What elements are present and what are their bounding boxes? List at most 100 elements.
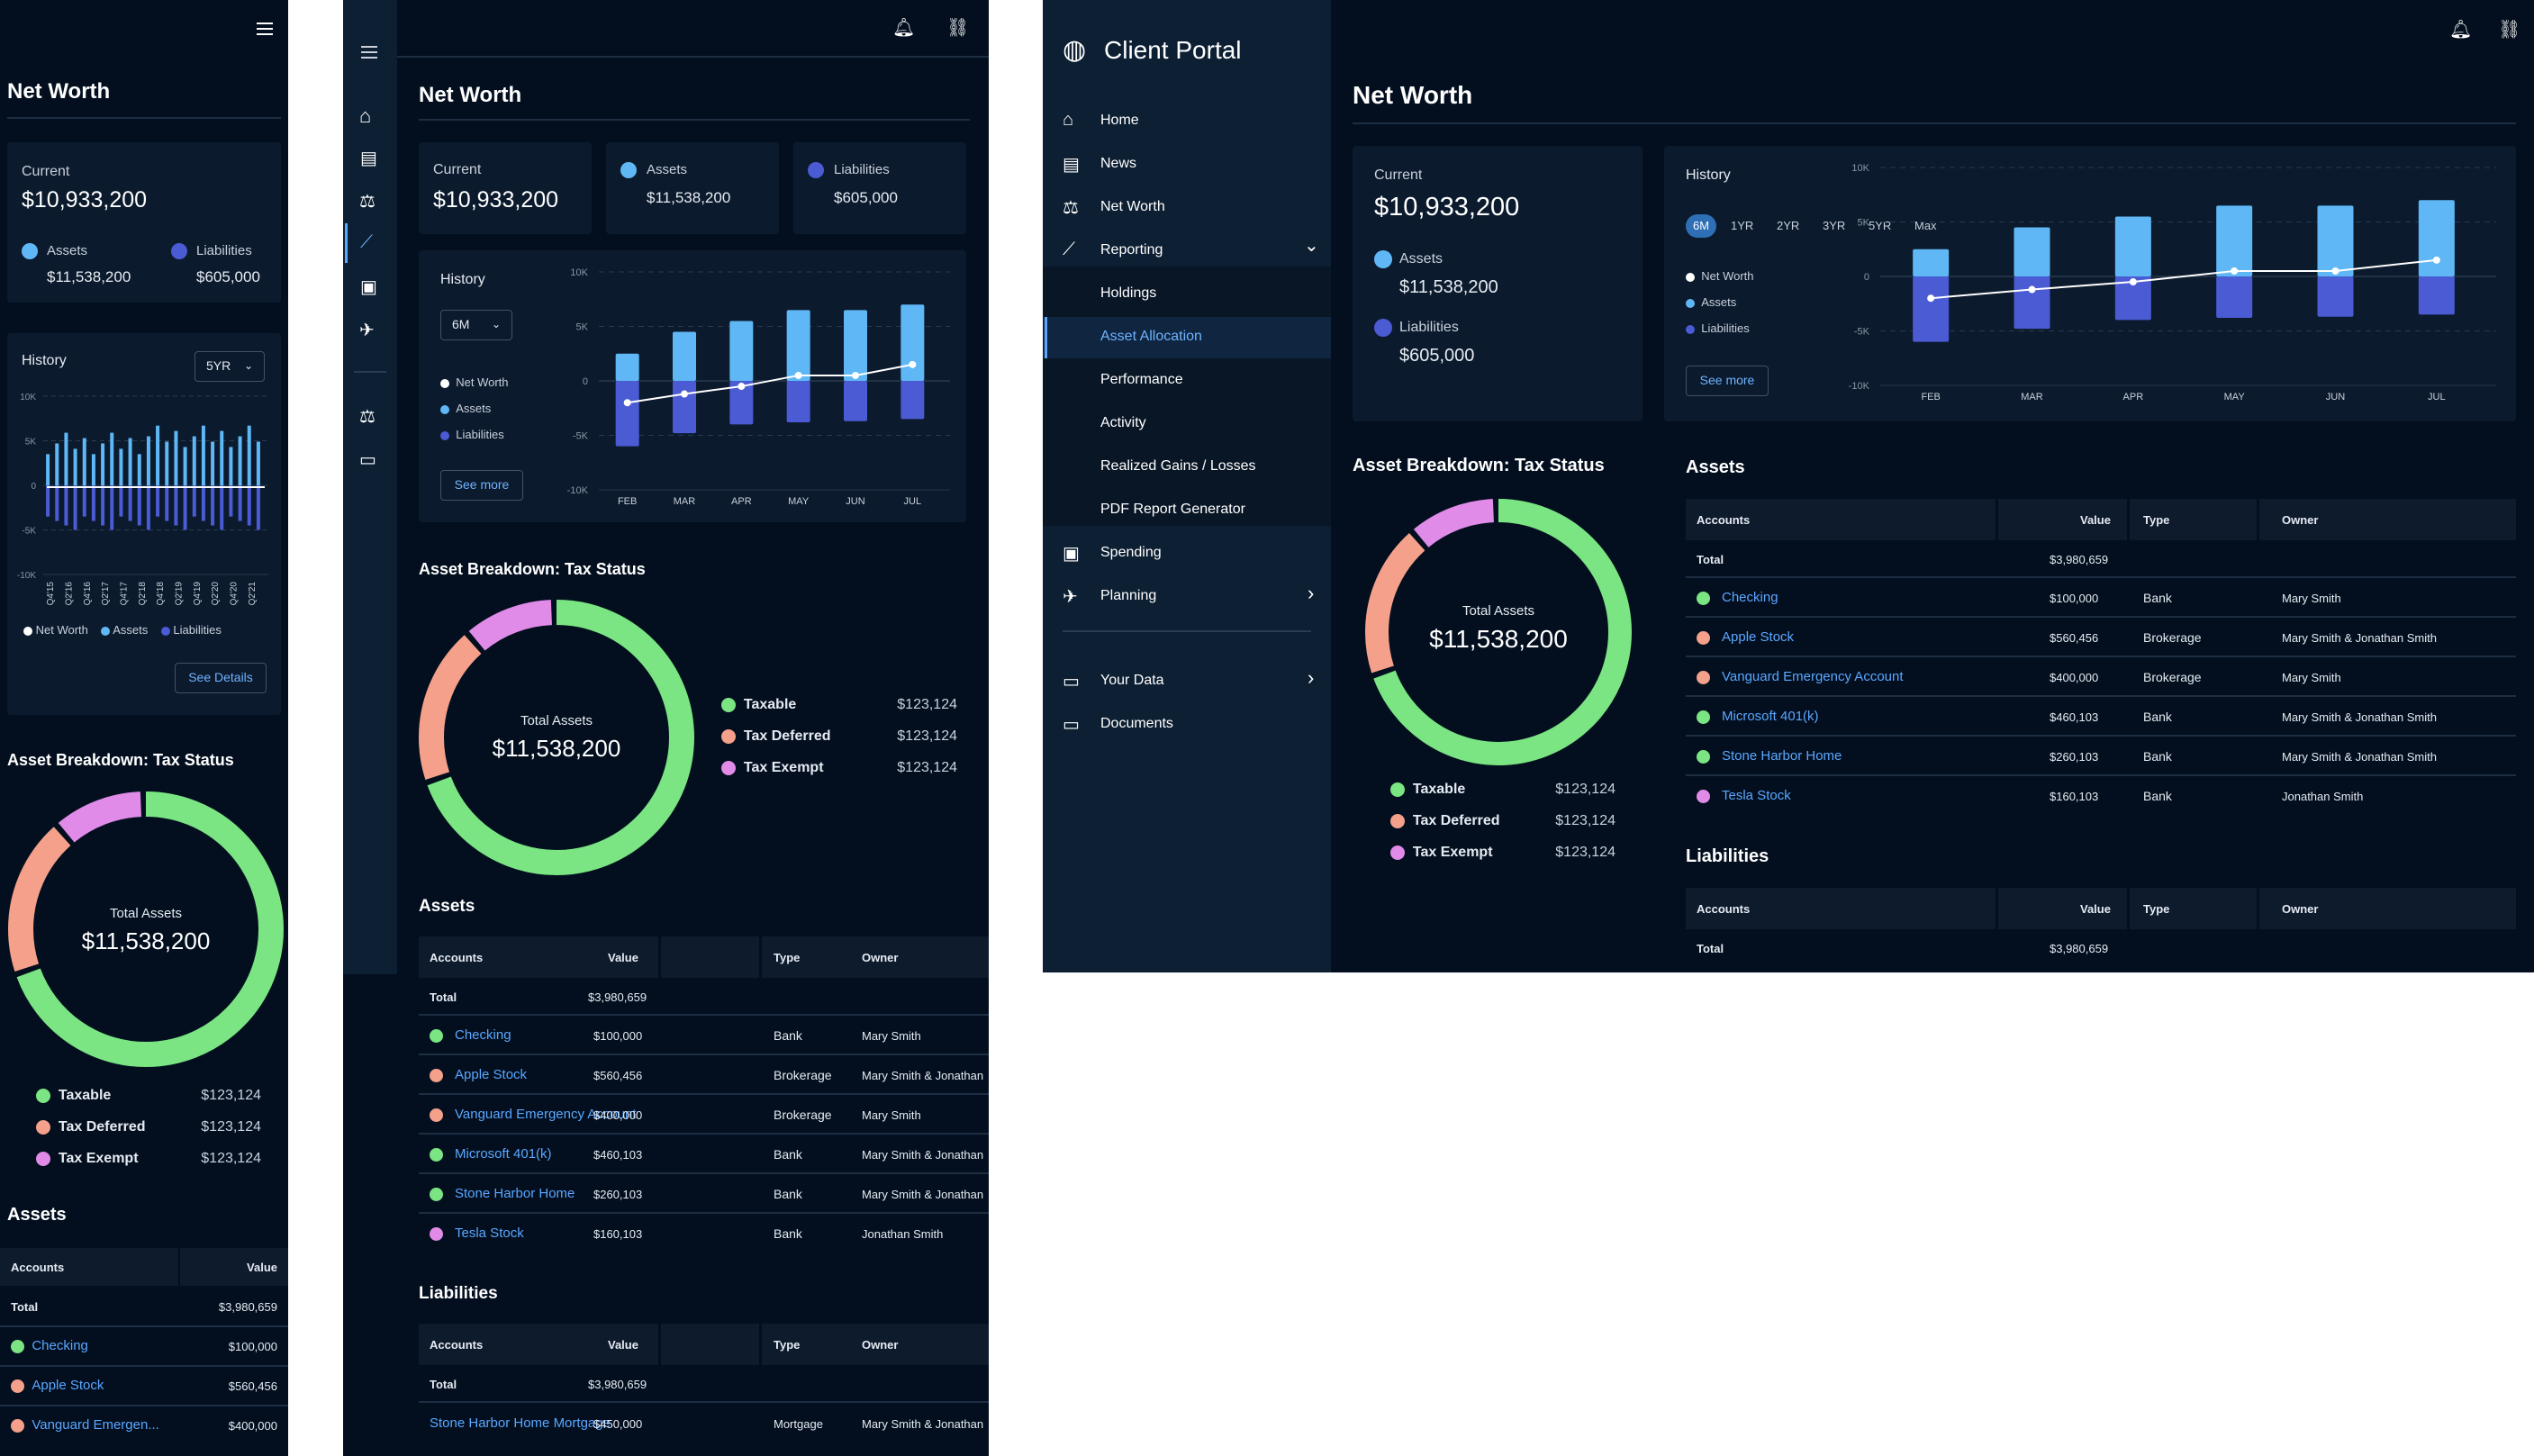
liability-bar bbox=[201, 485, 205, 521]
current-value: $10,933,200 bbox=[22, 187, 148, 213]
account-link[interactable]: Vanguard Emergency Account bbox=[1722, 669, 1904, 684]
account-link[interactable]: Checking bbox=[32, 1338, 88, 1353]
table-row[interactable]: Apple Stock $560,456 Brokerage Mary Smith &… bbox=[1686, 619, 2516, 656]
money-icon[interactable]: ▣ bbox=[360, 277, 377, 297]
tax-legend-value: $123,124 bbox=[201, 1088, 261, 1103]
liability-bar bbox=[2216, 276, 2253, 318]
table-row[interactable]: Apple Stock $560,456 bbox=[11, 1378, 277, 1393]
account-link[interactable]: Microsoft 401(k) bbox=[455, 1146, 552, 1162]
range-pill-3yr[interactable]: 3YR bbox=[1823, 219, 1846, 232]
table-row[interactable]: Checking $100,000 bbox=[11, 1338, 277, 1353]
sidebar-subitem[interactable]: Realized Gains / Losses bbox=[1043, 447, 1331, 488]
range-pill-1yr[interactable]: 1YR bbox=[1731, 219, 1754, 232]
bell-icon[interactable]: 🔔︎ bbox=[892, 18, 916, 38]
sidebar-item-news[interactable]: ▤ News bbox=[1043, 144, 1331, 185]
liability-bar bbox=[2317, 276, 2354, 317]
range-pill-6m[interactable]: 6M bbox=[1686, 214, 1717, 238]
see-details-button[interactable]: See Details bbox=[175, 663, 267, 693]
account-link[interactable]: Checking bbox=[455, 1027, 511, 1043]
table-row[interactable]: Tesla Stock $160,103 Bank Jonathan Smith bbox=[1686, 778, 2516, 814]
table-row[interactable]: Vanguard Emergency Account $400,000 Broker… bbox=[419, 1097, 989, 1133]
account-link[interactable]: Apple Stock bbox=[1722, 629, 1795, 645]
account-link[interactable]: Vanguard Emergency Account bbox=[455, 1107, 637, 1122]
scale-icon[interactable]: ⚖ bbox=[359, 407, 376, 427]
table-row[interactable]: Stone Harbor Home $260,103 Bank Mary Smith … bbox=[419, 1176, 989, 1212]
sidebar-item-documents[interactable]: ▭ Documents bbox=[1043, 704, 1331, 746]
sidebar-subitem[interactable]: Activity bbox=[1043, 403, 1331, 445]
range-select-value: 5YR bbox=[206, 358, 231, 373]
account-link[interactable]: Apple Stock bbox=[32, 1378, 104, 1393]
liability-bar bbox=[137, 485, 141, 526]
liability-bar bbox=[128, 485, 132, 521]
account-link[interactable]: Vanguard Emergen... bbox=[32, 1417, 159, 1433]
scale-icon[interactable]: ⚖ bbox=[359, 192, 376, 212]
table-row[interactable]: Checking $100,000 Bank Mary Smith bbox=[419, 1017, 989, 1054]
page-title: Net Worth bbox=[1353, 81, 1473, 109]
table-row[interactable]: Stone Harbor Home $260,103 Bank Mary Smith … bbox=[1686, 738, 2516, 774]
liability-owner: Mary Smith & Jonathan bbox=[862, 1417, 984, 1431]
account-link[interactable]: Microsoft 401(k) bbox=[1722, 709, 1819, 724]
account-link[interactable]: Apple Stock bbox=[455, 1067, 528, 1082]
bell-icon[interactable]: 🔔︎ bbox=[2449, 20, 2473, 40]
sidebar-subitem[interactable]: Performance bbox=[1043, 360, 1331, 402]
range-select[interactable]: 6M ⌄ bbox=[440, 310, 512, 340]
line-chart-icon[interactable]: ⟋ bbox=[360, 232, 373, 252]
sidebar-item-planning[interactable]: ✈ Planning › bbox=[1043, 576, 1331, 618]
home-icon[interactable]: ⌂ bbox=[359, 104, 372, 127]
account-link[interactable]: Checking bbox=[1722, 590, 1778, 605]
account-link[interactable]: Tesla Stock bbox=[1722, 788, 1791, 803]
liability-bar bbox=[2114, 276, 2151, 321]
sidebar-subitem[interactable]: PDF Report Generator bbox=[1043, 490, 1331, 531]
category-dot bbox=[430, 1148, 443, 1162]
donut-center-label: Total Assets bbox=[1462, 603, 1535, 619]
chevron-right-icon[interactable]: › bbox=[1308, 666, 1315, 689]
sidebar-item-label: News bbox=[1100, 156, 1137, 171]
liability-bar bbox=[229, 485, 233, 517]
paper-plane-icon[interactable]: ✈ bbox=[359, 321, 375, 340]
liability-link[interactable]: Stone Harbor Home Mortgage bbox=[430, 1415, 611, 1431]
folder-icon[interactable]: ▭ bbox=[359, 450, 376, 470]
col-accounts: Accounts bbox=[430, 1338, 484, 1352]
account-link[interactable]: Stone Harbor Home bbox=[455, 1186, 575, 1201]
desktop-assets-table: Accounts Value Type Owner Total $3,980,6… bbox=[1686, 499, 2516, 816]
col-accounts: Accounts bbox=[1697, 513, 1751, 527]
table-row[interactable]: Tesla Stock $160,103 Bank Jonathan Smith bbox=[419, 1216, 989, 1252]
chevron-down-icon[interactable]: ⌄ bbox=[1304, 236, 1319, 256]
table-row[interactable]: Microsoft 401(k) $460,103 Bank Mary Smith &… bbox=[1686, 699, 2516, 735]
table-row[interactable]: Vanguard Emergency Account $400,000 Broker… bbox=[1686, 659, 2516, 695]
col-type: Type bbox=[2143, 902, 2170, 916]
row-divider bbox=[1686, 576, 2516, 578]
sidebar-subitem[interactable]: Holdings bbox=[1043, 274, 1331, 315]
sidebar-subitem-label: Performance bbox=[1100, 372, 1183, 387]
sidebar-item-home[interactable]: ⌂ Home bbox=[1043, 101, 1331, 142]
asset-bar bbox=[165, 441, 169, 485]
table-row[interactable]: Microsoft 401(k) $460,103 Bank Mary Smith &… bbox=[419, 1136, 989, 1172]
asset-bar bbox=[201, 425, 205, 485]
table-row[interactable]: Vanguard Emergen... $400,000 bbox=[11, 1417, 277, 1433]
newspaper-icon[interactable]: ▤ bbox=[360, 149, 377, 168]
sidebar-item-your-data[interactable]: ▭ Your Data › bbox=[1043, 661, 1331, 702]
chevron-right-icon[interactable]: › bbox=[1308, 582, 1315, 604]
range-select[interactable]: 5YR ⌄ bbox=[195, 351, 265, 382]
liability-bar bbox=[165, 485, 169, 521]
account-owner: Mary Smith bbox=[862, 1108, 921, 1122]
see-more-button[interactable]: See more bbox=[440, 470, 523, 501]
hamburger-menu-icon[interactable] bbox=[257, 22, 273, 36]
table-row[interactable]: Apple Stock $560,456 Brokerage Mary Smith &… bbox=[419, 1057, 989, 1093]
current-value: $10,933,200 bbox=[433, 187, 559, 213]
liability-bar bbox=[786, 381, 810, 422]
table-row[interactable]: Checking $100,000 Bank Mary Smith bbox=[1686, 580, 2516, 616]
tax-legend-deferred: Tax Deferred bbox=[58, 1119, 146, 1135]
sidebar-item-net-worth[interactable]: ⚖ Net Worth bbox=[1043, 187, 1331, 229]
sidebar-item-reporting[interactable]: ⟋ Reporting ⌄ bbox=[1043, 231, 1331, 272]
link-icon[interactable]: ⛓ bbox=[2498, 20, 2521, 40]
assets-label: Assets bbox=[47, 243, 88, 258]
sidebar-item-spending[interactable]: ▣ Spending bbox=[1043, 533, 1331, 574]
hamburger-menu-icon[interactable] bbox=[361, 45, 377, 59]
account-link[interactable]: Tesla Stock bbox=[455, 1225, 524, 1241]
range-pill-2yr[interactable]: 2YR bbox=[1777, 219, 1800, 232]
link-icon[interactable]: ⛓ bbox=[946, 18, 970, 38]
sidebar-subitem[interactable]: Asset Allocation bbox=[1043, 317, 1331, 358]
account-link[interactable]: Stone Harbor Home bbox=[1722, 748, 1842, 764]
see-more-button[interactable]: See more bbox=[1686, 366, 1769, 396]
